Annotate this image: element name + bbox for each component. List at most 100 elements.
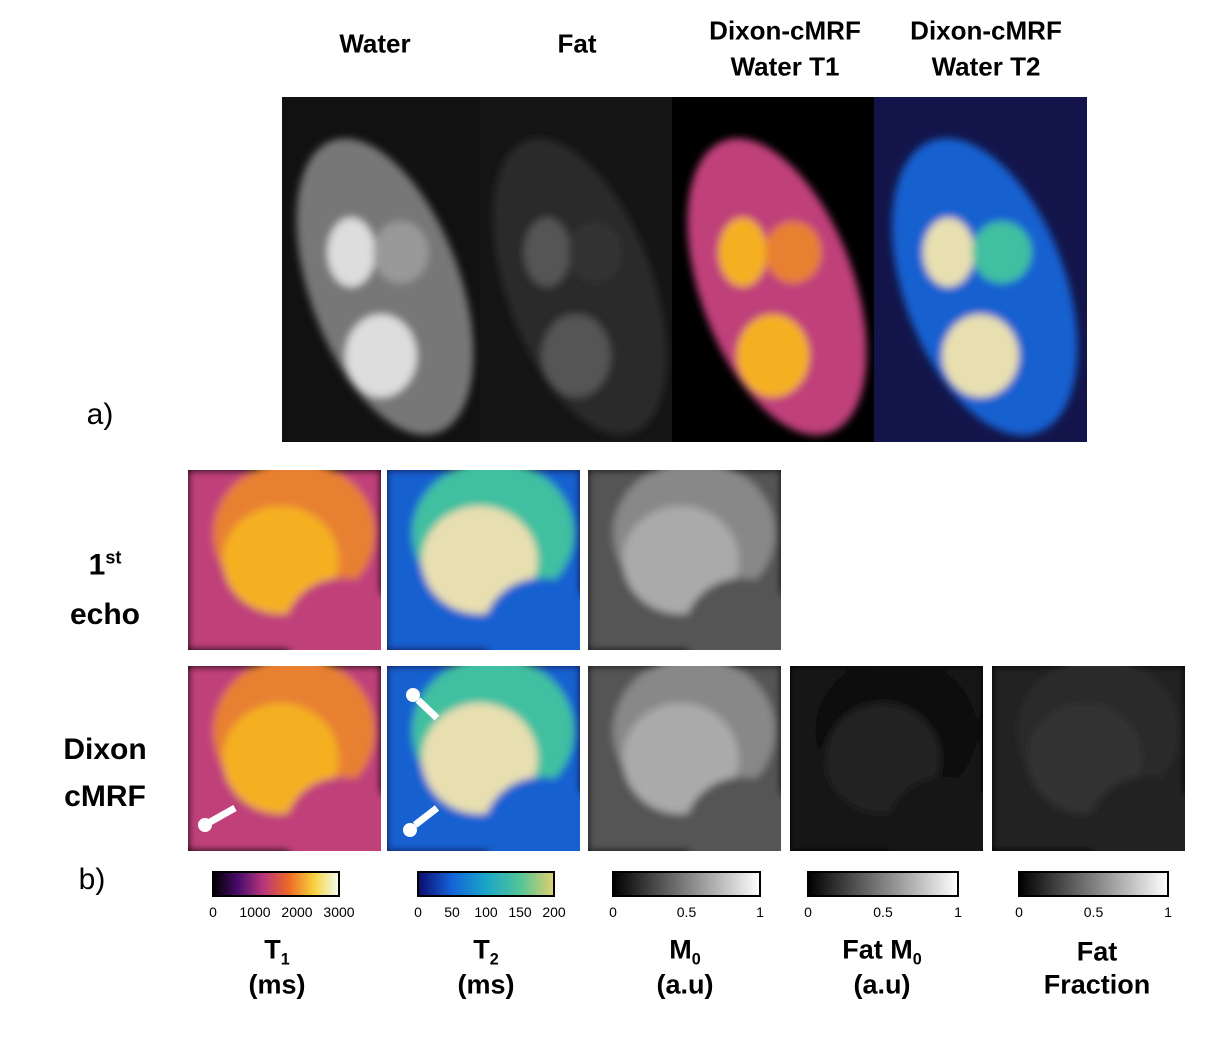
tissue <box>687 138 867 435</box>
row-label: echo <box>69 598 141 631</box>
colorbar-title: (ms) <box>457 969 515 1000</box>
colorbar-title-main: T <box>264 934 281 965</box>
row-label: Dixon <box>63 733 146 767</box>
row-label-main: Dixon <box>63 733 147 766</box>
image-content <box>387 470 580 650</box>
row-label-sup: st <box>105 547 122 568</box>
colorbar-tick-label: 1 <box>1164 904 1172 920</box>
arrow <box>412 805 440 828</box>
image-content <box>992 666 1185 851</box>
colorbar-tick-label: 0 <box>414 904 422 920</box>
arrow <box>415 697 440 721</box>
tissue <box>942 314 1019 398</box>
tissue <box>568 221 623 284</box>
image-content <box>188 470 381 650</box>
colorbar-tick-label: 0.5 <box>1083 904 1104 920</box>
image-content <box>687 138 867 435</box>
tissue <box>483 777 580 851</box>
column-header: Dixon-cMRF <box>709 15 861 46</box>
colorbar-tick-label: 0 <box>804 904 812 920</box>
colorbar-tick-label: 1 <box>756 904 764 920</box>
tissue <box>327 217 376 287</box>
panel-label: b) <box>78 863 106 896</box>
colorbar-title-sub: 2 <box>489 950 499 969</box>
colorbar-tick-label: 200 <box>542 904 566 920</box>
tissue <box>892 138 1078 436</box>
colorbar-tick-label: 0 <box>1015 904 1023 920</box>
image-content <box>892 138 1078 436</box>
colorbar-title: (a.u) <box>853 969 911 1000</box>
tissue <box>222 703 339 814</box>
colorbar-title-main: M <box>669 934 692 965</box>
colorbar-title: T2 <box>473 934 499 969</box>
tissue <box>622 703 739 814</box>
tissue <box>284 777 381 851</box>
arrow-head <box>406 688 420 702</box>
tissue <box>541 314 611 398</box>
image-content <box>790 666 983 851</box>
tissue <box>684 777 781 851</box>
colorbar-title-sub: 1 <box>280 950 290 969</box>
tissue <box>1088 777 1185 851</box>
tissue <box>736 314 810 398</box>
colorbar <box>807 871 959 897</box>
colorbar-tick-label: 50 <box>444 904 460 920</box>
image-content <box>296 138 474 435</box>
arrow-head <box>198 818 212 832</box>
colorbar-title: M0 <box>669 934 701 969</box>
tissue <box>718 217 767 287</box>
colorbar-tick-label: 3000 <box>323 904 355 920</box>
colorbar-tick-label: 2000 <box>281 904 313 920</box>
colorbar-title: (ms) <box>248 969 306 1000</box>
tissue <box>483 578 580 650</box>
colorbar <box>212 871 340 897</box>
colorbar-title: (a.u) <box>656 969 714 1000</box>
arrow-head <box>403 823 417 837</box>
colorbar-title: Fraction <box>1043 969 1151 1000</box>
tissue <box>296 138 474 435</box>
colorbar <box>417 871 555 897</box>
column-header: Dixon-cMRF <box>910 15 1062 46</box>
colorbar-title: Fat M0 <box>842 934 922 969</box>
tissue <box>922 217 975 287</box>
arrow <box>208 804 237 826</box>
colorbar-tick-label: 1000 <box>239 904 271 920</box>
colorbar-title-main: Fat <box>1076 936 1118 967</box>
column-header: Fat <box>557 28 597 59</box>
image-content <box>588 666 781 851</box>
tissue <box>421 506 538 614</box>
tissue <box>284 578 381 650</box>
tissue <box>764 221 822 284</box>
column-header: Water T2 <box>931 51 1041 82</box>
tissue <box>622 506 739 614</box>
tissue <box>222 506 339 614</box>
colorbar-tick-label: 100 <box>474 904 498 920</box>
colorbar-title-sub: 0 <box>691 950 701 969</box>
tissue <box>421 703 538 814</box>
tissue <box>1026 703 1143 814</box>
tissue <box>493 138 667 435</box>
column-header: Water T1 <box>730 51 840 82</box>
tissue <box>824 703 941 814</box>
image-content <box>493 138 667 435</box>
panel-label: a) <box>86 398 114 431</box>
tissue <box>524 217 571 287</box>
row-label-main: 1 <box>88 548 106 582</box>
image-content <box>588 470 781 650</box>
column-header: Water <box>339 28 411 59</box>
image-content <box>188 666 381 851</box>
tissue <box>971 221 1032 284</box>
colorbar-title: Fat <box>1077 937 1118 968</box>
tissue <box>684 578 781 650</box>
colorbar-tick-label: 1 <box>954 904 962 920</box>
colorbar-title-sub: 0 <box>912 950 922 969</box>
tissue <box>373 221 429 284</box>
colorbar-tick-label: 0 <box>609 904 617 920</box>
colorbar-tick-label: 0 <box>209 904 217 920</box>
tissue <box>345 314 417 398</box>
colorbar <box>1018 871 1169 897</box>
colorbar-title-main: T <box>473 934 490 965</box>
colorbar-tick-label: 150 <box>508 904 532 920</box>
